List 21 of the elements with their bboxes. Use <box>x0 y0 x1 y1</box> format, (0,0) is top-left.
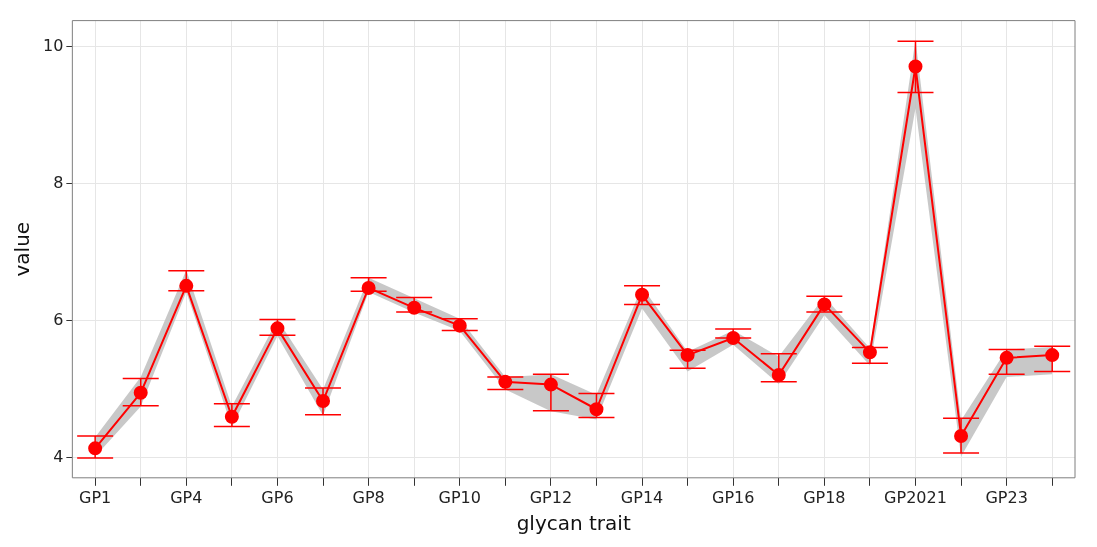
x-tick-label: GP8 <box>352 487 385 507</box>
x-tick-label: GP10 <box>438 487 481 507</box>
y-tick-label: 4 <box>53 447 64 467</box>
y-tick-label: 8 <box>53 172 64 192</box>
point <box>817 297 832 312</box>
x-tick-label: GP16 <box>711 487 755 507</box>
x-tick-label: GP4 <box>170 487 203 507</box>
point <box>999 350 1014 365</box>
y-tick-label: 10 <box>43 35 64 55</box>
x-tick-label: GP18 <box>803 487 846 507</box>
point <box>133 385 148 400</box>
x-tick-label: GP2021 <box>884 487 947 507</box>
x-tick-label: GP23 <box>985 487 1028 507</box>
point <box>589 402 604 417</box>
y-tick-label: 6 <box>53 309 64 329</box>
x-tick-label: GP12 <box>529 487 573 507</box>
x-tick-label: GP6 <box>261 487 294 507</box>
x-axis-title: glycan trait <box>516 511 631 536</box>
x-tick-label: GP1 <box>79 487 112 507</box>
x-tick-label: GP14 <box>620 487 664 507</box>
y-axis-title: value <box>10 221 35 277</box>
